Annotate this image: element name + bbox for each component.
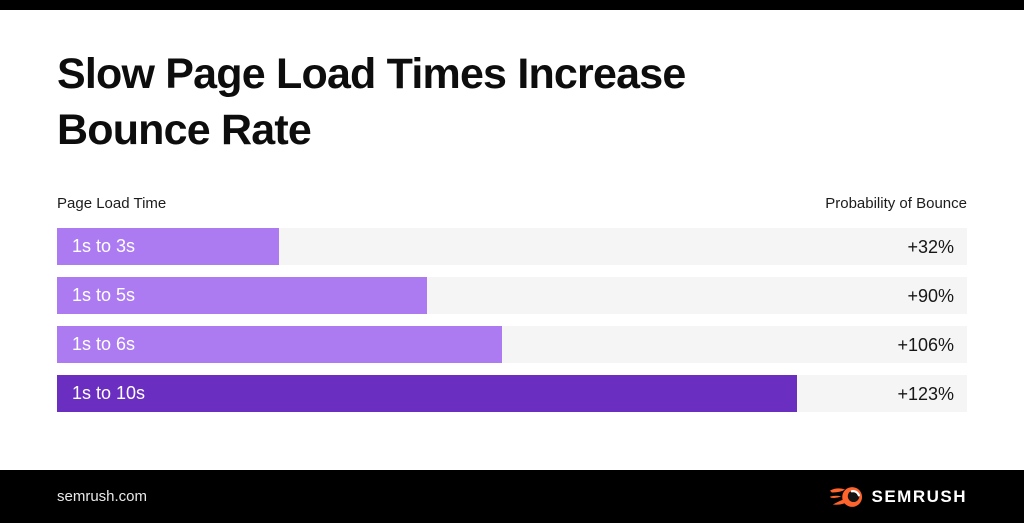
bar: 1s to 6s xyxy=(57,326,502,363)
bar-label: 1s to 10s xyxy=(72,383,146,403)
bar-value: +90% xyxy=(907,286,954,306)
semrush-flame-icon xyxy=(829,484,863,510)
semrush-logo: SEMRUSH xyxy=(829,484,967,510)
bar-row: 1s to 6s +106% xyxy=(57,326,967,363)
bar-label: 1s to 3s xyxy=(72,236,136,256)
footer-site-url: semrush.com xyxy=(57,488,148,505)
bar: 1s to 10s xyxy=(57,375,797,412)
page-title: Slow Page Load Times Increase Bounce Rate xyxy=(57,46,686,158)
bar-chart: 1s to 3s +32% 1s to 5s +90% 1s to 6s +10… xyxy=(57,228,967,424)
bar-label: 1s to 5s xyxy=(72,285,136,305)
bar-row: 1s to 10s +123% xyxy=(57,375,967,412)
axis-label-page-load-time: Page Load Time xyxy=(57,195,167,212)
bar-value: +106% xyxy=(897,335,954,355)
bar: 1s to 5s xyxy=(57,277,428,314)
bar: 1s to 3s xyxy=(57,228,280,265)
bar-row: 1s to 5s +90% xyxy=(57,277,967,314)
bar-row: 1s to 3s +32% xyxy=(57,228,967,265)
top-border-strip xyxy=(0,0,1024,10)
page-title-line2: Bounce Rate xyxy=(57,106,312,154)
bar-label: 1s to 6s xyxy=(72,334,136,354)
footer-bar: semrush.com SEMRUSH xyxy=(0,470,1024,523)
bar-value: +123% xyxy=(897,384,954,404)
page-title-line1: Slow Page Load Times Increase xyxy=(57,50,686,98)
bar-value: +32% xyxy=(907,237,954,257)
chart-column-headers: Page Load Time Probability of Bounce xyxy=(57,195,967,212)
semrush-wordmark: SEMRUSH xyxy=(871,486,967,506)
axis-label-probability-of-bounce: Probability of Bounce xyxy=(825,195,967,212)
